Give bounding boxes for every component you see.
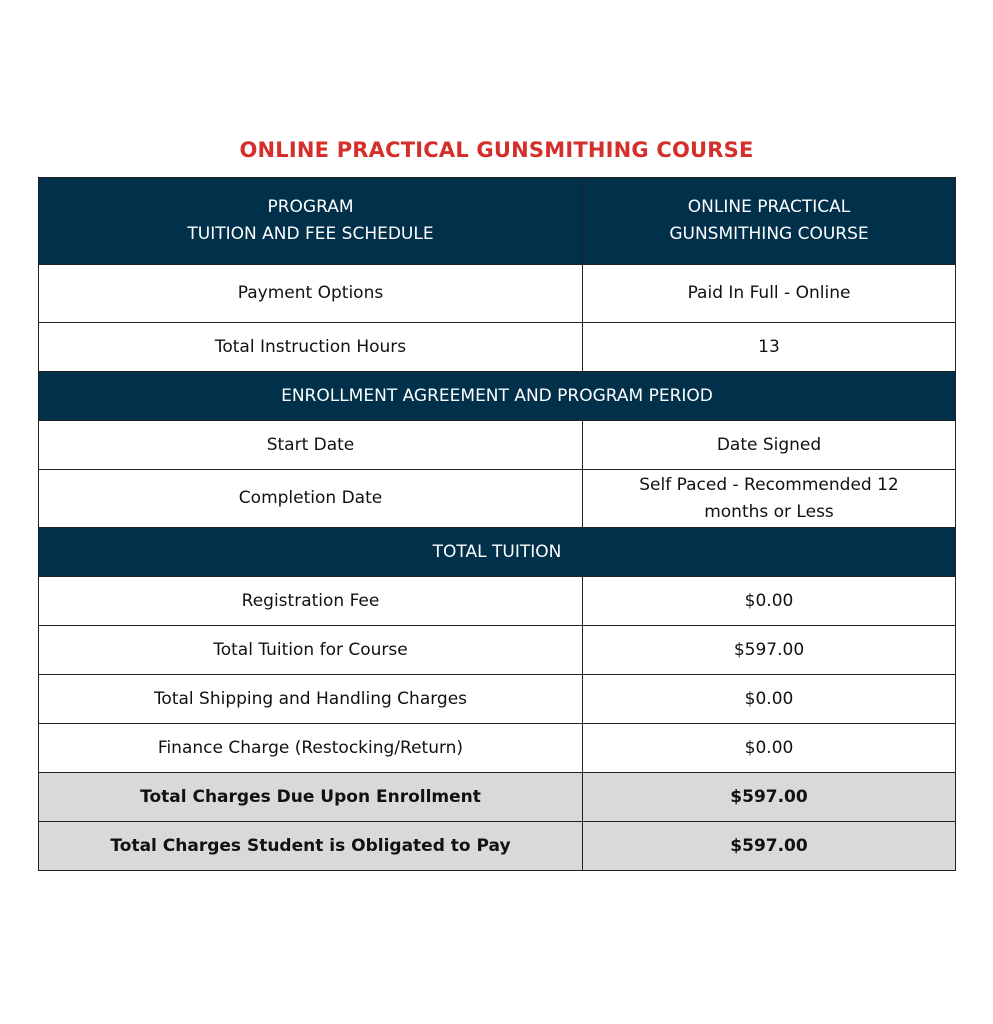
row-value: $0.00 [582,576,956,626]
row-label: Total Tuition for Course [38,625,583,675]
table-row: Total Tuition for Course $597.00 [38,625,956,675]
row-value: Date Signed [582,420,956,470]
table-row: Total Instruction Hours 13 [38,322,956,372]
section-heading: ENROLLMENT AGREEMENT AND PROGRAM PERIOD [38,371,956,421]
total-row: Total Charges Student is Obligated to Pa… [38,821,956,871]
header-course: ONLINE PRACTICAL GUNSMITHING COURSE [582,177,956,265]
tuition-table: PROGRAM TUITION AND FEE SCHEDULE ONLINE P… [38,177,956,871]
row-label: Finance Charge (Restocking/Return) [38,723,583,773]
total-value: $597.00 [582,821,956,871]
table-row: Start Date Date Signed [38,420,956,470]
row-label: Total Instruction Hours [38,322,583,372]
header-right-line1: ONLINE PRACTICAL [687,197,851,217]
header-right-line2: GUNSMITHING COURSE [669,224,869,244]
table-row: Total Shipping and Handling Charges $0.00 [38,674,956,724]
row-label: Payment Options [38,264,583,323]
header-program: PROGRAM TUITION AND FEE SCHEDULE [38,177,583,265]
section-heading: TOTAL TUITION [38,527,956,577]
row-value: $0.00 [582,674,956,724]
table-header-row: PROGRAM TUITION AND FEE SCHEDULE ONLINE P… [38,177,956,265]
row-value: $597.00 [582,625,956,675]
row-label: Total Shipping and Handling Charges [38,674,583,724]
total-label: Total Charges Student is Obligated to Pa… [38,821,583,871]
header-left-line2: TUITION AND FEE SCHEDULE [187,224,434,244]
row-value: 13 [582,322,956,372]
table-row: Payment Options Paid In Full - Online [38,264,956,323]
header-left-line1: PROGRAM [267,197,354,217]
row-label: Registration Fee [38,576,583,626]
page-title: ONLINE PRACTICAL GUNSMITHING COURSE [239,138,754,162]
row-label: Start Date [38,420,583,470]
table-row: Completion Date Self Paced - Recommended … [38,469,956,528]
total-value: $597.00 [582,772,956,822]
row-value: Self Paced - Recommended 12 months or Le… [582,469,956,528]
section-row: ENROLLMENT AGREEMENT AND PROGRAM PERIOD [38,371,956,421]
row-label: Completion Date [38,469,583,528]
total-label: Total Charges Due Upon Enrollment [38,772,583,822]
table-row: Registration Fee $0.00 [38,576,956,626]
row-value: Paid In Full - Online [582,264,956,323]
section-row: TOTAL TUITION [38,527,956,577]
total-row: Total Charges Due Upon Enrollment $597.00 [38,772,956,822]
row-value: $0.00 [582,723,956,773]
table-row: Finance Charge (Restocking/Return) $0.00 [38,723,956,773]
